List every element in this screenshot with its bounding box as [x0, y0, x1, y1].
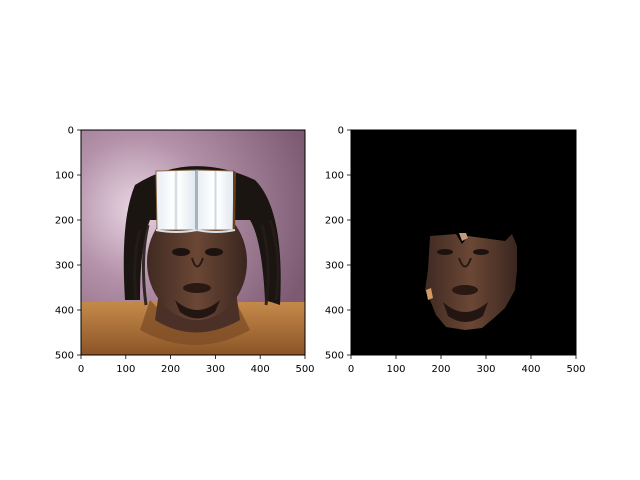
right-y-tick-label: 200: [325, 216, 344, 227]
left-x-tick-label: 300: [206, 364, 225, 375]
right-x-tick-label: 100: [386, 364, 405, 375]
left-y-tick-label: 500: [55, 351, 74, 362]
left-y-tick-label: 200: [55, 216, 74, 227]
left-y-tick-label: 0: [68, 126, 74, 137]
right-x-tick-label: 200: [431, 364, 450, 375]
left-x-tick-label: 400: [251, 364, 270, 375]
left-x-tick-label: 100: [116, 364, 135, 375]
left-y-tick-label: 400: [55, 306, 74, 317]
right-axes-frame: [350, 129, 577, 356]
mask-image: [351, 130, 576, 355]
right-y-tick-label: 300: [325, 261, 344, 272]
right-x-tick-label: 500: [566, 364, 585, 375]
right-image-panel: [350, 129, 577, 356]
left-y-tick-label: 100: [55, 171, 74, 182]
right-y-tick-label: 400: [325, 306, 344, 317]
right-x-tick-label: 0: [348, 364, 354, 375]
right-y-tick-label: 0: [338, 126, 344, 137]
left-image-panel: [80, 129, 306, 356]
photo: [81, 130, 305, 355]
right-y-tick-label: 100: [325, 171, 344, 182]
left-x-tick-label: 0: [78, 364, 84, 375]
right-x-tick-label: 300: [476, 364, 495, 375]
book-icon: [155, 169, 236, 233]
right-ticks: 0 100 200 300 400 500 0 100 200 300 400 500: [325, 126, 586, 376]
left-ticks: 0 100 200 300 400 500 0 100 200 300 400 500: [55, 126, 315, 376]
right-x-tick-label: 400: [521, 364, 540, 375]
left-x-tick-label: 500: [295, 364, 314, 375]
left-y-tick-label: 300: [55, 261, 74, 272]
right-y-tick-label: 500: [325, 351, 344, 362]
left-x-tick-label: 200: [161, 364, 180, 375]
left-axes-frame: [80, 129, 306, 356]
